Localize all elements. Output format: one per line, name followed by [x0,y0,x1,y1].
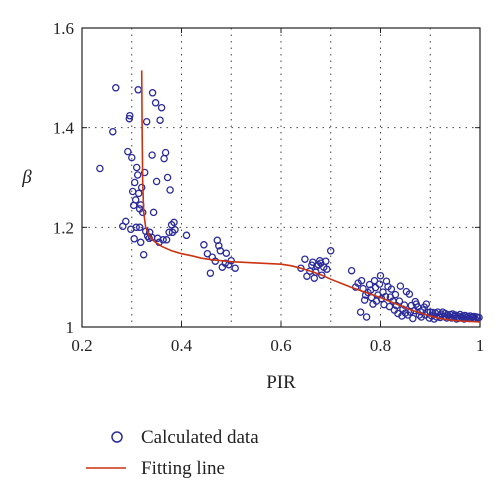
data-point [130,235,138,243]
legend-label-calculated-data: Calculated data [141,427,259,448]
x-tick-label: 0.2 [71,336,92,355]
data-point [322,257,330,265]
data-point [157,103,166,112]
data-point [376,271,385,280]
data-point [310,274,319,282]
data-point [206,269,215,277]
x-tick-label: 0.6 [270,336,291,355]
data-point [165,228,173,237]
data-point [151,99,160,107]
data-point [160,154,168,163]
axis-ticks [81,27,481,328]
data-point [142,117,151,126]
data-point [375,280,384,288]
data-point [126,111,134,120]
data-point [134,189,143,198]
data-point [161,148,170,157]
x-tick-label: 1 [476,336,485,355]
x-tick-labels: 0.2 0.4 0.6 0.8 1 [71,336,484,355]
data-point [134,86,142,94]
data-point [156,116,164,124]
data-point [132,223,140,232]
data-point [125,114,134,123]
data-point [356,308,365,316]
data-point [396,282,405,290]
data-point [128,153,136,162]
data-point [136,238,145,247]
data-point [216,247,225,255]
data-point [112,84,120,92]
data-point [362,313,371,321]
data-point [166,186,174,194]
y-tick-label: 1.4 [53,119,75,138]
data-point [128,187,137,196]
data-point [400,301,409,309]
data-point [130,178,139,187]
data-point [182,231,191,240]
legend-marker-calculated-data [111,431,123,443]
data-point [200,241,208,249]
data-point [395,297,404,305]
fitting-line [140,70,481,323]
data-point [405,290,414,298]
y-tick-label: 1.6 [53,19,74,38]
data-point [124,147,132,156]
calculated-data-series [96,84,483,323]
data-point [163,173,172,182]
data-point [132,163,141,172]
data-point [140,168,149,177]
data-point [139,250,148,259]
data-point [109,127,117,136]
data-point [222,249,231,257]
data-point [318,271,326,279]
data-point [148,89,157,97]
data-point [133,171,142,179]
legend-label-fitting-line: Fitting line [141,458,225,479]
data-point [360,296,369,304]
data-point [135,223,144,232]
data-point [96,164,104,173]
data-point [323,265,331,273]
data-point [385,302,394,311]
data-point [159,236,167,244]
y-axis-title: β [21,167,32,188]
data-point [422,300,431,308]
legend: Calculated data Fitting line [86,427,259,479]
data-point [357,276,366,285]
data-point [152,177,161,186]
data-point [301,255,309,263]
data-point [148,151,156,159]
data-point [137,183,146,192]
data-point [347,266,356,275]
data-point [203,249,212,258]
data-point [170,218,178,227]
data-point [122,217,130,226]
data-point [221,259,230,267]
x-tick-label: 0.4 [171,336,193,355]
x-tick-label: 0.8 [370,336,391,355]
y-tick-label: 1.2 [53,218,74,237]
grid [82,28,480,327]
data-point [475,313,483,322]
data-point [231,264,239,272]
data-point [131,196,140,204]
x-axis-title: PIR [266,372,296,393]
y-tick-labels: 1 1.2 1.4 1.6 [53,19,75,337]
data-point [149,208,158,217]
data-point [370,276,379,285]
data-point [409,314,417,323]
data-point [171,226,179,234]
data-point [387,285,396,293]
data-point [138,208,147,217]
y-tick-label: 1 [66,318,75,337]
data-point [391,290,400,299]
data-point [326,247,335,255]
data-point [215,242,223,250]
data-point [162,236,171,244]
